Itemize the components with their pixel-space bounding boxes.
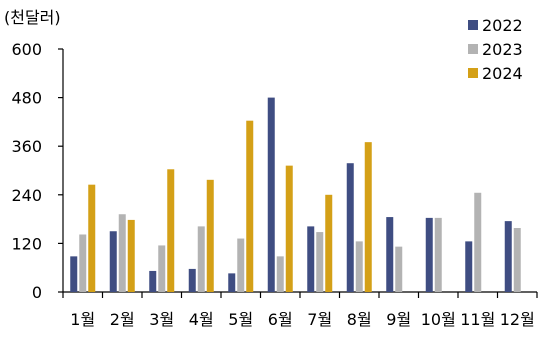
y-tick-label: 360 [11, 137, 42, 156]
y-tick-label: 480 [11, 89, 42, 108]
legend-swatch [468, 44, 478, 54]
x-tick-label: 3월 [149, 310, 174, 329]
bar [246, 120, 254, 292]
bar [167, 169, 175, 292]
bar [88, 184, 96, 292]
legend: 2022 2023 2024 [468, 16, 523, 83]
x-tick-label: 7월 [307, 310, 332, 329]
bar [237, 238, 245, 292]
y-tick-label: 600 [11, 40, 42, 59]
y-axis: 0 120 240 360 480 600 [11, 40, 64, 302]
bar [395, 246, 403, 292]
bar [474, 192, 482, 292]
legend-swatch [468, 20, 478, 30]
bar [465, 241, 473, 292]
bar [70, 256, 78, 292]
bar [504, 221, 512, 292]
bar [276, 256, 284, 292]
bar [149, 270, 157, 292]
x-tick-label: 8월 [347, 310, 372, 329]
bar [109, 231, 117, 292]
bar [228, 273, 236, 292]
bar [158, 245, 166, 292]
bar [267, 97, 275, 292]
y-tick-label: 120 [11, 234, 42, 253]
bar [513, 228, 521, 292]
bar [355, 241, 363, 292]
x-tick-label: 9월 [386, 310, 411, 329]
x-tick-label: 5월 [228, 310, 253, 329]
bar [285, 165, 293, 292]
legend-swatch [468, 68, 478, 78]
legend-label: 2024 [482, 64, 523, 83]
x-tick-label: 4월 [189, 310, 214, 329]
x-tick-label: 12월 [500, 310, 535, 329]
bar [127, 219, 135, 292]
x-axis: 1월 2월 3월 4월 5월 6월 7월 8월 9월 10월 11월 12월 [62, 291, 538, 329]
x-tick-label: 11월 [460, 310, 495, 329]
bar [197, 226, 205, 292]
x-tick-label: 1월 [70, 310, 95, 329]
x-tick-label: 10월 [421, 310, 456, 329]
bar [206, 179, 214, 292]
bar [307, 226, 315, 292]
legend-label: 2022 [482, 16, 523, 35]
bar [79, 234, 87, 292]
x-tick-label: 6월 [268, 310, 293, 329]
bar [434, 217, 442, 292]
bar [118, 214, 126, 292]
y-tick-label: 240 [11, 186, 42, 205]
bar [325, 194, 333, 292]
bars [70, 97, 521, 292]
bar [425, 217, 433, 292]
legend-label: 2023 [482, 40, 523, 59]
bar [386, 217, 394, 292]
bar [316, 232, 324, 292]
bar [188, 268, 196, 292]
y-tick-label: 0 [32, 283, 42, 302]
x-tick-label: 2월 [110, 310, 135, 329]
bar [364, 142, 372, 292]
y-axis-unit-label: (천달러) [4, 8, 61, 27]
bar [346, 163, 354, 292]
